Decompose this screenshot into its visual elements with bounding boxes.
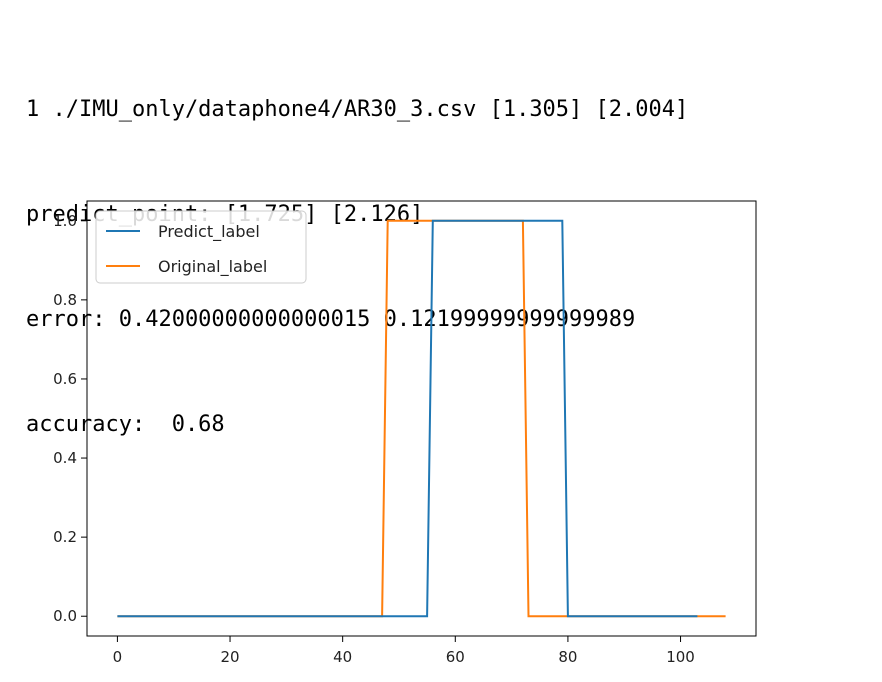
y-tick-label: 0.2: [53, 528, 77, 546]
plot-frame: [86, 200, 757, 637]
x-tick-label: 40: [333, 648, 352, 666]
x-tick-label: 0: [113, 648, 123, 666]
legend-label-original-label: Original_label: [158, 257, 267, 277]
y-tick-label: 0.4: [53, 449, 77, 467]
console-line-accuracy: accuracy: 0.68: [26, 412, 225, 437]
y-tick-label: 0.6: [53, 370, 77, 388]
y-tick-label: 0.0: [53, 607, 77, 625]
legend-box: [95, 210, 307, 284]
series-line-predict-label: [117, 219, 698, 618]
series-layer: [117, 219, 726, 618]
x-tick-label: 80: [558, 648, 577, 666]
y-tick-label: 1.0: [53, 212, 77, 230]
chart-legend: Predict_label Original_label: [95, 210, 307, 284]
tick-layer: 0 20 40 60 80 100 0.0 0.2 0.4 0.6 0.8 1.0: [53, 212, 695, 666]
legend-label-predict-label: Predict_label: [158, 222, 260, 242]
console-line-file: 1 ./IMU_only/dataphone4/AR30_3.csv [1.30…: [26, 97, 689, 122]
y-tick-label: 0.8: [53, 291, 77, 309]
x-tick-label: 100: [666, 648, 695, 666]
console-line-error: error: 0.42000000000000015 0.12199999999…: [26, 307, 636, 332]
x-tick-label: 20: [220, 648, 239, 666]
x-tick-label: 60: [446, 648, 465, 666]
